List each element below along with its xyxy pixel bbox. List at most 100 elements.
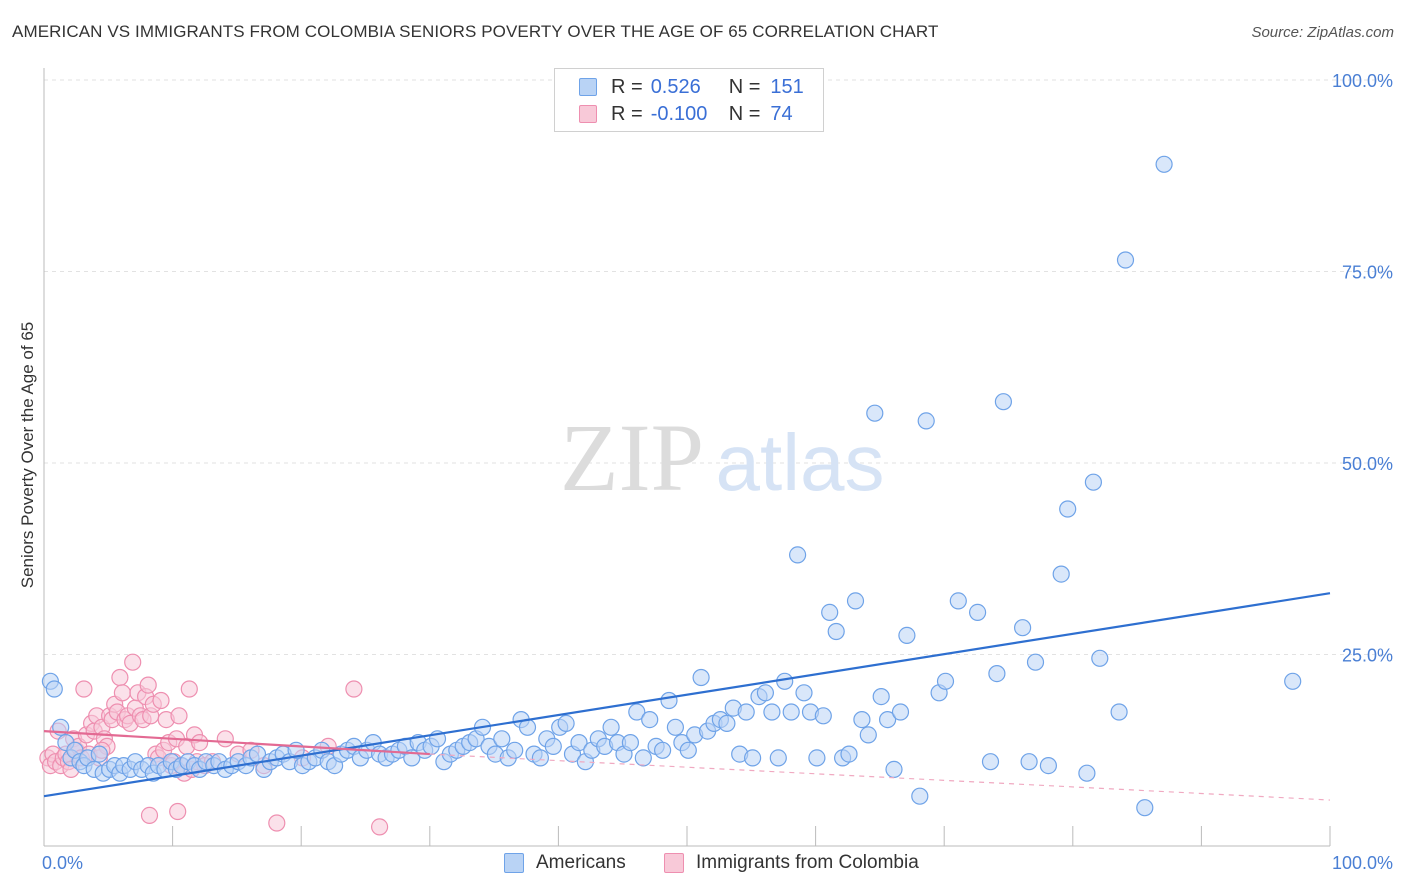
legend-swatch-americans [504,853,524,873]
legend-r-value: 0.526 [650,75,701,98]
y-axis-label: Seniors Poverty Over the Age of 65 [18,321,37,589]
data-point [1052,565,1070,583]
data-point [808,749,826,767]
trend-line-americans [43,592,1331,798]
legend-n-value: 74 [770,102,793,125]
data-point [891,703,910,721]
data-point [152,691,170,710]
watermark-zip: ZIP [560,404,704,511]
legend-n-label: N = [728,75,761,98]
data-point [968,603,987,622]
data-point [1039,756,1058,775]
data-point [1284,672,1302,690]
data-point [1084,473,1103,491]
legend-item-colombia[interactable]: Immigrants from Colombia [664,852,919,874]
data-point [885,760,903,779]
trend-lines [43,592,1331,801]
data-point [936,672,955,690]
data-point [853,710,871,729]
legend-swatch-colombia [664,853,684,873]
series-colombia-points [39,653,389,836]
data-point [1155,155,1173,173]
data-point [531,749,550,767]
data-point [124,653,142,671]
data-point [169,802,187,821]
data-point [1116,251,1135,269]
y-tick-label: 75.0% [1342,263,1393,283]
data-point [898,626,916,645]
chart-title: AMERICAN VS IMMIGRANTS FROM COLOMBIA SEN… [12,22,939,41]
data-point [641,710,659,729]
data-point [788,546,807,564]
data-point [1110,703,1128,721]
trend-line-colombia [43,730,430,756]
data-point [493,730,511,748]
data-point [814,707,832,725]
data-point [45,680,63,698]
data-point [782,703,800,721]
data-point [846,592,865,610]
legend-swatch-colombia [579,105,597,123]
data-point [602,718,620,736]
data-point [795,684,813,702]
data-point [692,668,710,687]
legend-item-americans[interactable]: Americans [504,852,626,874]
legend-row-colombia: R = -0.100 N = 74 [579,102,814,126]
series-legend: Americans Immigrants from Colombia [0,852,1406,876]
data-point [345,680,363,698]
data-point [140,806,159,825]
legend-r-label: R = [611,102,643,125]
data-point [544,737,562,756]
data-point [111,668,129,687]
legend-n-value: 151 [770,75,804,98]
legend-swatch-americans [579,78,597,96]
data-point [994,393,1013,411]
source-credit: Source: ZipAtlas.com [1251,24,1394,41]
data-point [718,714,736,733]
data-point [840,745,858,763]
data-point [737,703,755,721]
legend-r-label: R = [611,75,643,98]
x-tick-label: 0.0% [42,853,83,873]
grid-lines [44,79,1394,655]
data-point [1091,649,1109,667]
data-point [756,684,775,702]
data-point [821,603,839,622]
legend-label-colombia: Immigrants from Colombia [696,852,919,873]
data-point [1020,753,1038,771]
trend-line-colombia-extension [429,753,1331,801]
data-point [268,814,286,832]
data-point [827,622,845,641]
data-point [981,753,1000,771]
data-point [949,592,967,610]
data-point [1059,500,1077,518]
data-point [679,741,697,759]
data-point [1026,653,1045,671]
data-point [628,703,646,721]
data-point [917,412,935,430]
data-point [113,684,132,702]
y-tick-label: 100.0% [1332,71,1393,91]
data-point [216,730,234,748]
data-point [866,404,884,422]
correlation-legend: R = 0.526 N = 151 R = -0.100 N = 74 [554,68,824,132]
data-point [371,818,389,836]
data-point [660,691,678,710]
data-point [634,749,652,767]
data-point [878,710,897,729]
data-point [1136,799,1154,817]
data-point [180,680,198,698]
data-point [988,664,1006,683]
data-point [191,733,209,752]
data-point [570,733,588,752]
data-point [621,733,640,752]
legend-label-americans: Americans [536,852,626,873]
data-point [776,672,794,690]
data-point [506,741,524,759]
data-point [769,749,787,767]
x-tick-label: 100.0% [1332,853,1393,873]
y-tick-label: 50.0% [1342,454,1393,474]
data-point [666,718,685,736]
data-point [139,676,157,694]
data-point [90,745,108,763]
